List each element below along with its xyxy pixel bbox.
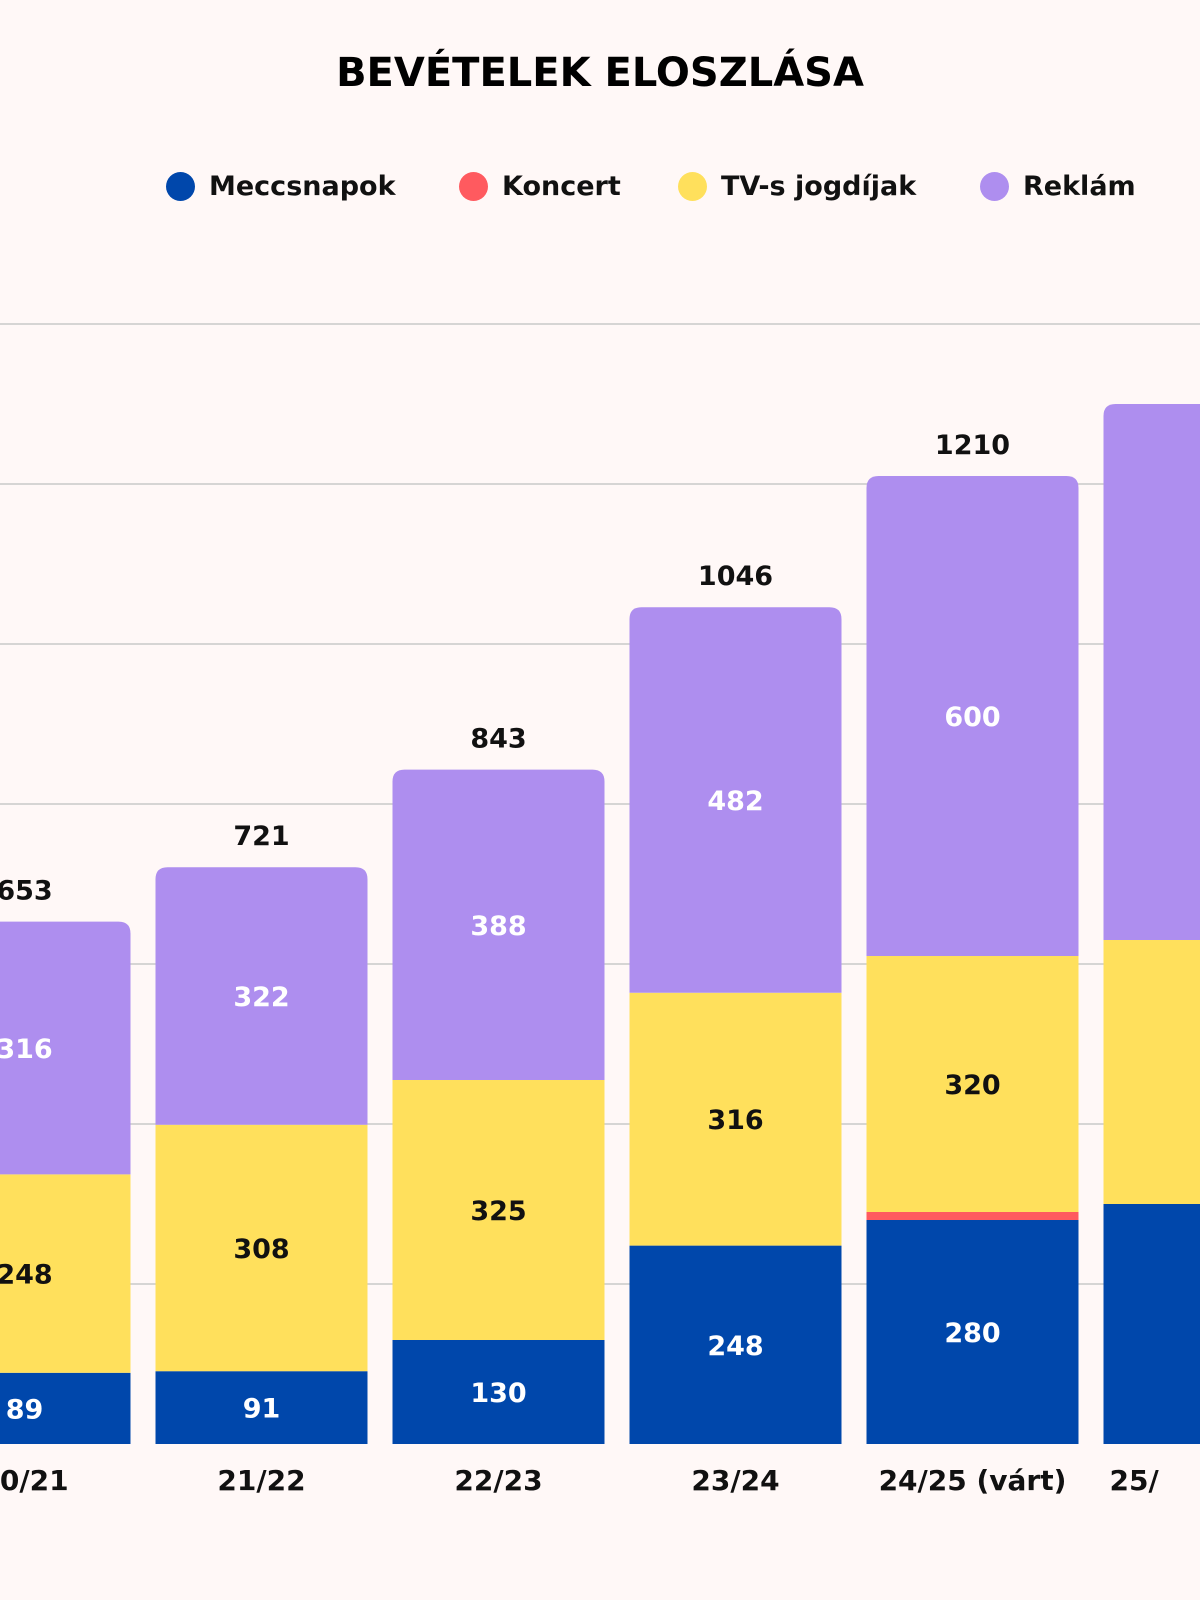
legend-dot-icon	[980, 171, 1009, 201]
x-tick-label: 23/24	[691, 1464, 779, 1497]
segment-label: 130	[470, 1378, 526, 1409]
bar-segment	[629, 1245, 842, 1444]
bar-segment	[1103, 1204, 1200, 1444]
total-label: 1210	[935, 430, 1010, 461]
bar-segment	[629, 992, 842, 1246]
bar-segment	[0, 1372, 131, 1444]
bar-segment	[866, 956, 1079, 1212]
bar-segment	[866, 476, 1079, 956]
segment-label: 89	[6, 1394, 44, 1425]
segment-label: 248	[0, 1260, 53, 1291]
total-label: 1046	[698, 561, 773, 592]
segment-label: 388	[470, 911, 526, 942]
bar-segment	[155, 1124, 368, 1372]
legend-dot-icon	[459, 171, 488, 201]
bar-segment	[866, 1212, 1079, 1220]
segment-label: 91	[243, 1394, 281, 1425]
legend-item-meccsnapok: Meccsnapok	[166, 166, 396, 206]
legend-item-tv-jogdijak: TV-s jogdíjak	[678, 166, 916, 206]
segment-label: 320	[944, 1070, 1000, 1101]
segment-label: 316	[707, 1105, 763, 1136]
x-tick-label: 22/23	[454, 1464, 542, 1497]
total-label: 653	[0, 876, 53, 907]
legend-label: Meccsnapok	[209, 170, 396, 202]
x-tick-label: 21/22	[217, 1464, 305, 1497]
bar-segment	[629, 607, 842, 993]
segment-label: 322	[233, 982, 289, 1013]
bar-segment	[1103, 940, 1200, 1204]
bar-segment	[392, 769, 605, 1080]
segment-label: 600	[944, 702, 1000, 733]
segment-label: 280	[944, 1318, 1000, 1349]
bar-segment	[392, 1080, 605, 1340]
legend-label: Koncert	[502, 170, 621, 202]
total-label: 843	[470, 724, 526, 755]
bar-segment	[1103, 404, 1200, 940]
legend-dot-icon	[678, 171, 707, 201]
bar-segment	[155, 867, 368, 1125]
bar-segment	[0, 1174, 131, 1373]
bar-segment	[155, 1371, 368, 1444]
chart-title: BEVÉTELEK ELOSZLÁSA	[336, 50, 864, 96]
x-tick-label: 24/25 (várt)	[879, 1464, 1067, 1497]
bar-segment	[0, 921, 131, 1175]
legend-item-koncert: Koncert	[459, 166, 621, 206]
x-tick-label: 25/	[1110, 1464, 1160, 1497]
total-label: 721	[233, 821, 289, 852]
bar-segment	[392, 1340, 605, 1444]
x-tick-label: 20/21	[0, 1464, 69, 1497]
segment-label: 248	[707, 1331, 763, 1362]
segment-label: 308	[233, 1234, 289, 1265]
legend-label: TV-s jogdíjak	[721, 170, 917, 202]
legend-item-reklam: Reklám	[980, 166, 1136, 206]
legend: Meccsnapok Koncert TV-s jogdíjak Reklám	[0, 166, 1200, 206]
legend-label: Reklám	[1023, 170, 1136, 202]
legend-dot-icon	[166, 171, 195, 201]
bar-segment	[866, 1220, 1079, 1444]
segment-label: 325	[470, 1196, 526, 1227]
segment-label: 482	[707, 786, 763, 817]
segment-label: 316	[0, 1034, 53, 1065]
